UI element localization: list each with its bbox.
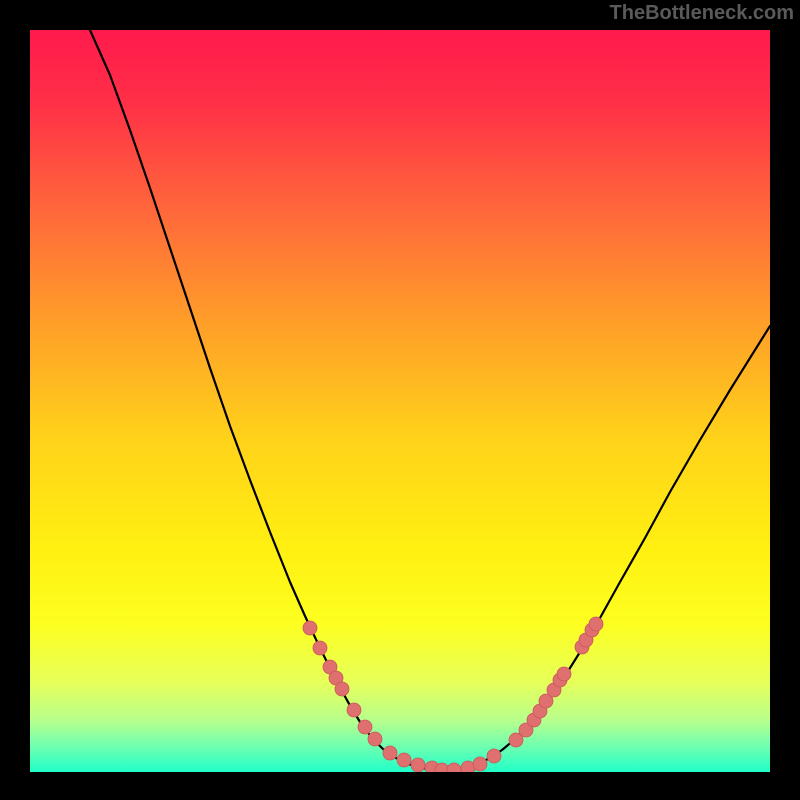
data-marker	[347, 703, 361, 717]
data-marker	[368, 732, 382, 746]
gradient-background	[30, 30, 770, 772]
data-marker	[397, 753, 411, 767]
data-marker	[335, 682, 349, 696]
data-marker	[411, 758, 425, 772]
data-marker	[589, 617, 603, 631]
data-marker	[313, 641, 327, 655]
data-marker	[557, 667, 571, 681]
plot-svg	[30, 30, 770, 772]
data-marker	[473, 757, 487, 771]
data-marker	[487, 749, 501, 763]
data-marker	[383, 746, 397, 760]
data-marker	[303, 621, 317, 635]
watermark-text: TheBottleneck.com	[610, 2, 794, 25]
data-marker	[358, 720, 372, 734]
plot-area	[30, 30, 770, 772]
chart-outer-frame: TheBottleneck.com	[0, 0, 800, 800]
